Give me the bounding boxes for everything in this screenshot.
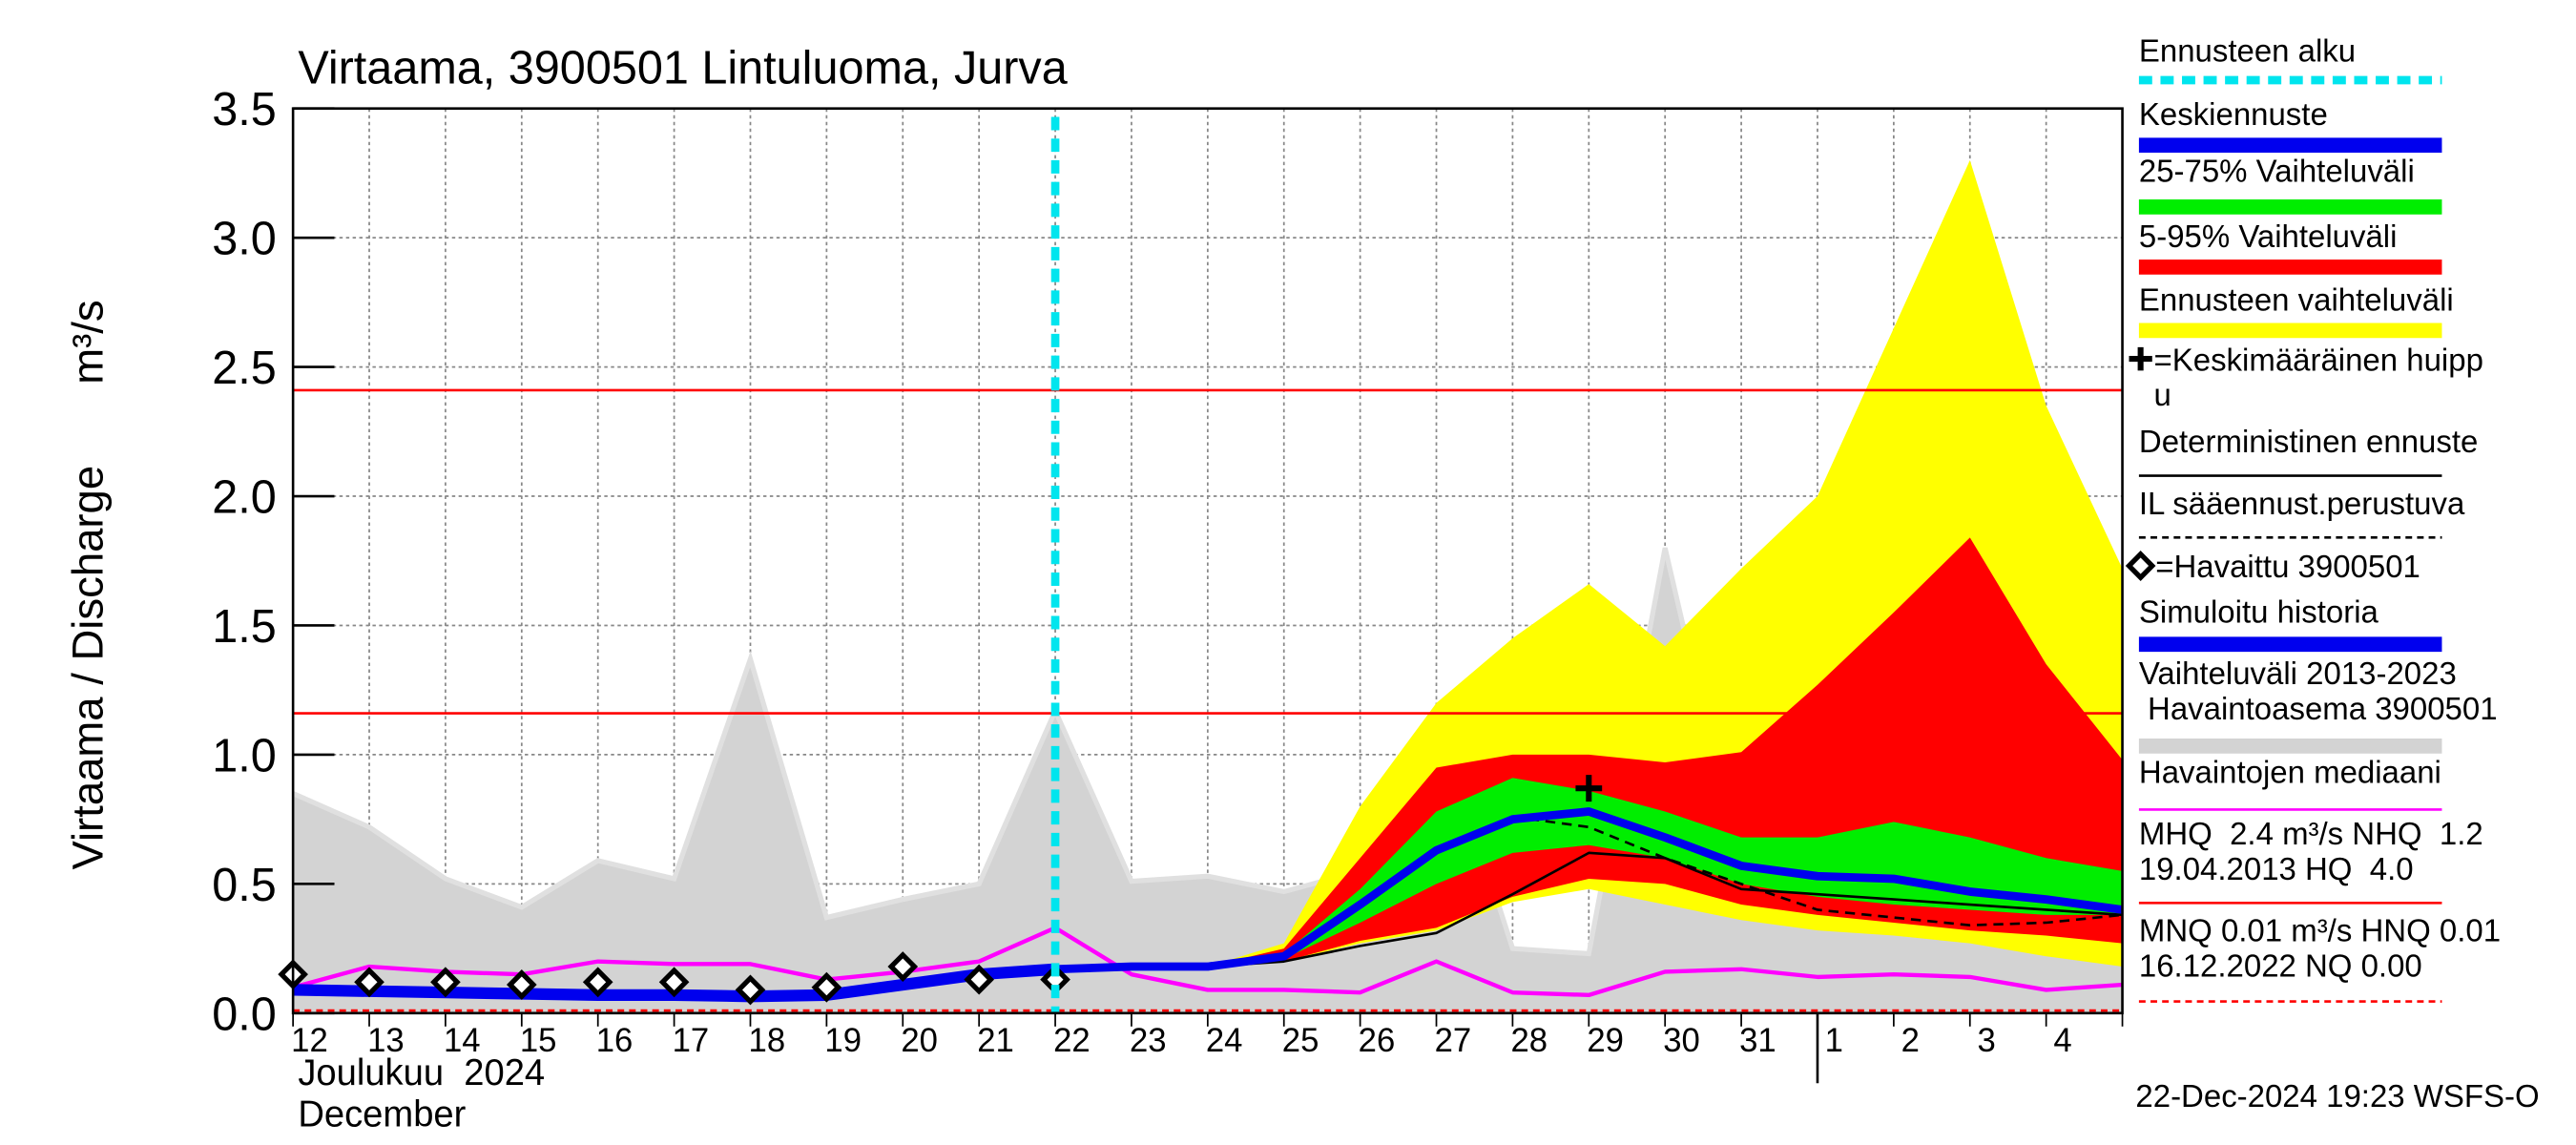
legend-text: Ennusteen alku bbox=[2139, 34, 2356, 70]
legend-text: Vaihteluväli 2013-2023 bbox=[2139, 656, 2457, 692]
legend-text: =Havaittu 3900501 bbox=[2155, 550, 2420, 585]
legend-text: 19.04.2013 HQ 4.0 bbox=[2139, 852, 2414, 887]
x-tick-label: 18 bbox=[749, 1022, 786, 1059]
x-tick-label: 4 bbox=[2053, 1022, 2071, 1059]
x-tick-label: 17 bbox=[673, 1022, 710, 1059]
legend-symbol bbox=[2125, 551, 2156, 581]
legend-text: Havaintojen mediaani bbox=[2139, 755, 2441, 790]
legend-text: Keskiennuste bbox=[2139, 97, 2328, 133]
y-tick-label: 3.5 bbox=[212, 84, 277, 135]
x-tick-label: 3 bbox=[1977, 1022, 1995, 1059]
x-tick-label: 16 bbox=[596, 1022, 634, 1059]
legend-text: Simuloitu historia bbox=[2139, 594, 2379, 630]
month-label: December bbox=[298, 1094, 466, 1135]
observed-point bbox=[354, 967, 384, 998]
observed-point bbox=[735, 974, 766, 1006]
chart-title: Virtaama, 3900501 Lintuluoma, Jurva bbox=[298, 42, 1068, 94]
x-tick-label: 26 bbox=[1359, 1022, 1396, 1059]
x-tick-label: 23 bbox=[1130, 1022, 1167, 1059]
y-tick-label: 0.0 bbox=[212, 989, 277, 1040]
x-tick-label: 15 bbox=[520, 1022, 557, 1059]
legend-text: =Keskimääräinen huipp bbox=[2154, 343, 2483, 378]
observed-point bbox=[430, 967, 461, 998]
y-axis-label: Virtaama / Discharge bbox=[64, 466, 113, 870]
y-tick-label: 1.5 bbox=[212, 601, 277, 653]
line bbox=[1512, 815, 2123, 927]
x-tick-label: 24 bbox=[1206, 1022, 1243, 1059]
month-label: Joulukuu 2024 bbox=[298, 1052, 545, 1093]
x-tick-label: 25 bbox=[1282, 1022, 1319, 1059]
x-tick-label: 21 bbox=[977, 1022, 1014, 1059]
line bbox=[1207, 851, 2123, 968]
legend-text: u bbox=[2154, 378, 2171, 413]
x-tick-label: 12 bbox=[291, 1022, 328, 1059]
observed-point bbox=[658, 967, 690, 998]
observed-point bbox=[964, 964, 994, 995]
footer: 22-Dec-2024 19:23 WSFS-O bbox=[2135, 1079, 2539, 1114]
legend-text: Havaintoasema 3900501 bbox=[2139, 692, 2498, 727]
x-tick-label: 27 bbox=[1435, 1022, 1472, 1059]
line bbox=[293, 926, 2123, 998]
y-tick-label: 2.5 bbox=[212, 343, 277, 394]
x-tick-label: 14 bbox=[444, 1022, 481, 1059]
plot-area bbox=[293, 108, 2123, 1013]
legend-text: 16.12.2022 NQ 0.00 bbox=[2139, 948, 2422, 984]
x-tick-label: 28 bbox=[1510, 1022, 1548, 1059]
legend-text: Deterministinen ennuste bbox=[2139, 425, 2478, 460]
y-tick-label: 1.0 bbox=[212, 730, 277, 781]
x-tick-label: 19 bbox=[824, 1022, 862, 1059]
band bbox=[1207, 778, 2123, 968]
legend-text: 25-75% Vaihteluväli bbox=[2139, 155, 2415, 190]
observed-point bbox=[582, 967, 613, 998]
x-tick-label: 1 bbox=[1825, 1022, 1843, 1059]
y-axis-unit: m³/s bbox=[64, 300, 113, 384]
x-tick-label: 2 bbox=[1901, 1022, 1920, 1059]
observed-point bbox=[887, 951, 919, 983]
legend-text: MNQ 0.01 m³/s HNQ 0.01 bbox=[2139, 913, 2501, 948]
y-tick-label: 3.0 bbox=[212, 213, 277, 264]
overlay: 0.00.51.01.52.02.53.03.512 13 14 15 16 17 18 19… bbox=[212, 34, 2501, 1084]
legend-symbol bbox=[2129, 346, 2152, 371]
x-tick-label: 22 bbox=[1053, 1022, 1091, 1059]
x-tick-label: 13 bbox=[367, 1022, 405, 1059]
line bbox=[1054, 807, 2123, 974]
x-tick-label: 29 bbox=[1587, 1022, 1624, 1059]
y-tick-label: 0.5 bbox=[212, 860, 277, 911]
y-tick-label: 2.0 bbox=[212, 471, 277, 523]
observed-point bbox=[506, 969, 537, 1000]
x-tick-label: 20 bbox=[901, 1022, 938, 1059]
legend-text: 5-95% Vaihteluväli bbox=[2139, 219, 2398, 255]
x-tick-label: 30 bbox=[1663, 1022, 1700, 1059]
legend-text: IL sääennust.perustuva bbox=[2139, 487, 2465, 522]
peak-marker bbox=[1575, 775, 1603, 802]
x-tick-label: 31 bbox=[1739, 1022, 1776, 1059]
observed-point bbox=[811, 971, 842, 1003]
legend-text: MHQ 2.4 m³/s NHQ 1.2 bbox=[2139, 817, 2483, 852]
legend-text: Ennusteen vaihteluväli bbox=[2139, 282, 2454, 318]
